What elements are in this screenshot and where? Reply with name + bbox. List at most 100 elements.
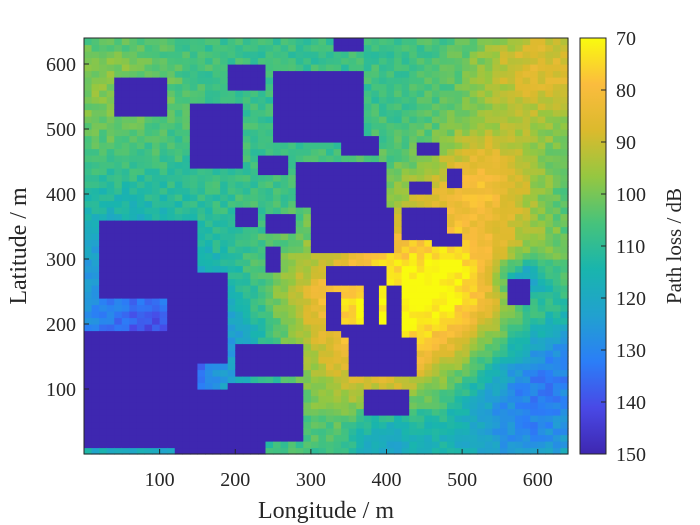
heatmap-cell xyxy=(401,317,410,325)
heatmap-cell xyxy=(447,64,456,72)
heatmap-cell xyxy=(477,168,486,176)
heatmap-cell xyxy=(152,285,161,293)
heatmap-cell xyxy=(84,161,93,169)
heatmap-cell xyxy=(91,103,100,111)
heatmap-cell xyxy=(545,376,554,384)
heatmap-cell xyxy=(205,363,214,371)
heatmap-cell xyxy=(394,382,403,390)
heatmap-cell xyxy=(469,194,478,202)
heatmap-cell xyxy=(303,376,312,384)
heatmap-cell xyxy=(106,122,115,130)
heatmap-cell xyxy=(477,350,486,358)
heatmap-cell xyxy=(159,70,168,78)
heatmap-cell xyxy=(545,337,554,345)
heatmap-cell xyxy=(303,155,312,163)
heatmap-cell xyxy=(318,38,327,46)
heatmap-cell xyxy=(560,90,569,98)
heatmap-cell xyxy=(121,278,130,286)
heatmap-cell xyxy=(227,376,236,384)
heatmap-cell xyxy=(303,415,312,423)
heatmap-cell xyxy=(371,252,380,260)
heatmap-cell xyxy=(545,265,554,273)
heatmap-cell xyxy=(91,356,100,364)
heatmap-cell xyxy=(121,363,130,371)
heatmap-cell xyxy=(454,64,463,72)
heatmap-cell xyxy=(424,174,433,182)
heatmap-cell xyxy=(386,135,395,143)
heatmap-cell xyxy=(326,187,335,195)
heatmap-cell xyxy=(121,103,130,111)
heatmap-cell xyxy=(280,38,289,46)
heatmap-cell xyxy=(318,70,327,78)
heatmap-cell xyxy=(227,239,236,247)
heatmap-cell xyxy=(462,246,471,254)
heatmap-cell xyxy=(537,129,546,137)
heatmap-cell xyxy=(394,337,403,345)
heatmap-cell xyxy=(416,148,425,156)
heatmap-cell xyxy=(310,142,320,150)
heatmap-cell xyxy=(197,70,206,78)
heatmap-cell xyxy=(431,285,441,293)
heatmap-cell xyxy=(552,168,562,176)
heatmap-cell xyxy=(129,83,138,91)
heatmap-cell xyxy=(537,324,546,332)
heatmap-cell xyxy=(378,265,388,273)
heatmap-cell xyxy=(189,174,199,182)
heatmap-cell xyxy=(560,109,569,117)
heatmap-cell xyxy=(182,408,191,416)
heatmap-cell xyxy=(227,447,236,455)
heatmap-cell xyxy=(91,441,100,449)
heatmap-cell xyxy=(280,213,289,221)
heatmap-cell xyxy=(167,44,176,52)
heatmap-cell xyxy=(280,337,289,345)
heatmap-cell xyxy=(121,330,130,338)
heatmap-cell xyxy=(220,142,229,150)
heatmap-cell xyxy=(189,246,199,254)
heatmap-cell xyxy=(515,428,524,436)
heatmap-cell xyxy=(401,363,410,371)
heatmap-cell xyxy=(363,447,372,455)
heatmap-cell xyxy=(492,57,501,65)
heatmap-cell xyxy=(530,259,539,267)
heatmap-cell xyxy=(409,213,418,221)
heatmap-cell xyxy=(235,350,244,358)
heatmap-cell xyxy=(114,194,123,202)
heatmap-cell xyxy=(310,103,320,111)
heatmap-cell xyxy=(386,291,395,299)
heatmap-cell xyxy=(273,233,282,241)
heatmap-cell xyxy=(341,317,350,325)
heatmap-cell xyxy=(318,239,327,247)
heatmap-cell xyxy=(280,402,289,410)
heatmap-cell xyxy=(174,317,183,325)
heatmap-cell xyxy=(106,64,115,72)
heatmap-cell xyxy=(499,317,509,325)
heatmap-cell xyxy=(318,376,327,384)
heatmap-cell xyxy=(220,311,229,319)
heatmap-cell xyxy=(257,356,267,364)
heatmap-cell xyxy=(167,246,176,254)
heatmap-cell xyxy=(197,291,206,299)
heatmap-cell xyxy=(205,220,214,228)
heatmap-cell xyxy=(288,168,297,176)
heatmap-cell xyxy=(477,83,486,91)
heatmap-cell xyxy=(152,109,161,117)
heatmap-cell xyxy=(99,70,108,78)
heatmap-cell xyxy=(197,298,206,306)
heatmap-cell xyxy=(174,116,183,124)
heatmap-cell xyxy=(136,330,146,338)
heatmap-cell xyxy=(265,311,274,319)
heatmap-cell xyxy=(167,415,176,423)
heatmap-cell xyxy=(499,356,509,364)
heatmap-cell xyxy=(273,148,282,156)
heatmap-cell xyxy=(552,291,562,299)
heatmap-cell xyxy=(114,337,123,345)
heatmap-cell xyxy=(84,44,93,52)
heatmap-cell xyxy=(537,64,546,72)
heatmap-cell xyxy=(462,129,471,137)
heatmap-cell xyxy=(99,317,108,325)
heatmap-cell xyxy=(492,389,501,397)
heatmap-cell xyxy=(371,304,380,312)
heatmap-cell xyxy=(129,64,138,72)
heatmap-cell xyxy=(484,330,493,338)
heatmap-cell xyxy=(545,220,554,228)
